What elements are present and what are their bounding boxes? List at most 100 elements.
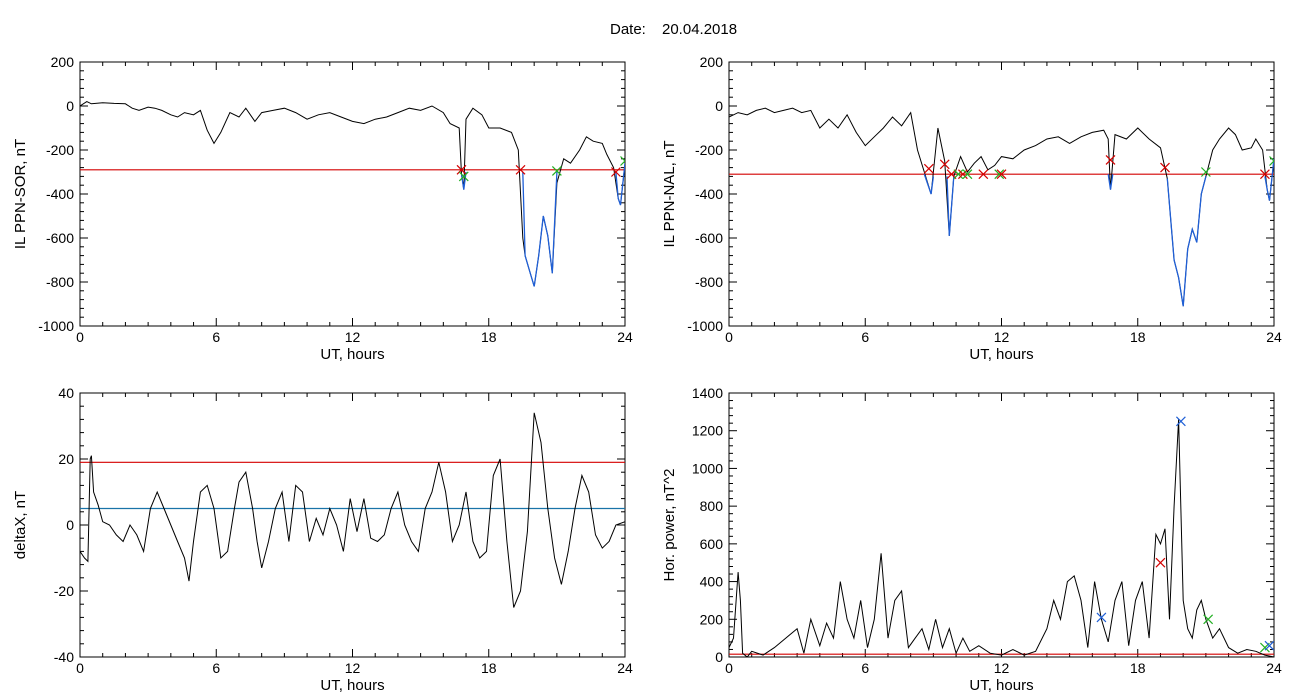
marker-x	[610, 167, 621, 177]
panel-il-ppn-sor: 0 6 12 18 24 200 0 -200 -400 -600 -800 -1000 UT, hou…	[12, 54, 633, 363]
plot-area	[80, 101, 625, 287]
marker-stroke	[1160, 162, 1170, 173]
y-tick-label: 0	[66, 98, 74, 114]
x-tick-label: 6	[861, 660, 869, 676]
marker-stroke	[978, 169, 989, 180]
y-tick-label: 40	[58, 385, 74, 401]
y-tick-label: -200	[46, 142, 74, 158]
plot-frame	[79, 61, 626, 327]
y-axis-label: deltaX, nT	[12, 491, 29, 559]
y-axis-label: IL PPN-NAL, nT	[661, 141, 678, 248]
panel-il-ppn-nal: 0 6 12 18 24 200 0 -200 -400 -600 -800 -1000 UT, hou…	[661, 54, 1282, 363]
series-line	[729, 419, 1274, 657]
marker-stroke	[994, 169, 1005, 180]
marker-stroke	[923, 163, 934, 174]
y-tick-label: 200	[700, 54, 724, 70]
x-tick-label: 24	[1266, 329, 1282, 345]
marker-stroke	[620, 156, 625, 162]
marker-stroke	[458, 171, 469, 182]
marker-stroke	[1269, 156, 1274, 162]
x-tick-label: 12	[345, 329, 361, 345]
marker-stroke	[1096, 612, 1107, 623]
marker-x	[978, 169, 989, 180]
marker-stroke	[1259, 169, 1270, 180]
series-overlay-line	[522, 171, 558, 287]
plot-frame	[79, 392, 626, 658]
series-line	[80, 412, 625, 608]
y-tick-label: 200	[700, 611, 724, 627]
y-tick-label: 1400	[692, 385, 723, 401]
x-axis-label: UT, hours	[320, 677, 384, 694]
x-tick-label: 24	[617, 660, 633, 676]
marker-x	[953, 169, 964, 180]
x-tick-label: 0	[725, 660, 733, 676]
marker-stroke	[620, 160, 625, 166]
marker-stroke	[456, 164, 467, 175]
panel-deltax: 0 6 12 18 24 40 20 0 -20 -40 UT, hours deltaX, nT	[12, 385, 633, 694]
marker-stroke	[515, 164, 526, 175]
y-tick-label: -400	[46, 186, 74, 202]
date-value: 20.04.2018	[662, 21, 737, 38]
marker-stroke	[1105, 154, 1116, 165]
x-tick-label: 6	[212, 329, 220, 345]
y-tick-label: -600	[695, 230, 723, 246]
marker-stroke	[610, 167, 621, 177]
marker-stroke	[996, 169, 1007, 180]
y-tick-label: -200	[695, 142, 723, 158]
series-overlay-line	[946, 176, 955, 236]
series-overlay-line	[1166, 176, 1207, 307]
y-tick-label: -400	[695, 186, 723, 202]
marker-x	[1200, 167, 1211, 177]
x-tick-label: 0	[725, 329, 733, 345]
marker-stroke	[957, 169, 968, 180]
series-overlay-line	[923, 173, 935, 195]
marker-x	[1160, 162, 1170, 173]
y-tick-label: 0	[715, 649, 723, 665]
x-axis-label: UT, hours	[969, 346, 1033, 363]
y-tick-label: 800	[700, 498, 724, 514]
series-overlay-line	[615, 163, 625, 206]
x-tick-label: 0	[76, 660, 84, 676]
x-tick-label: 6	[861, 329, 869, 345]
y-tick-label: 1000	[692, 460, 723, 476]
marker-stroke	[1203, 614, 1214, 625]
marker-x	[1155, 557, 1166, 568]
x-axis-label: UT, hours	[969, 677, 1033, 694]
marker-x	[1175, 416, 1186, 427]
plot-area	[729, 416, 1274, 657]
y-tick-label: 0	[66, 517, 74, 533]
marker-x	[620, 156, 625, 166]
series-overlay-line	[1107, 174, 1114, 190]
y-axis-label: Hor. power, nT^2	[661, 469, 678, 582]
y-tick-label: 20	[58, 451, 74, 467]
x-tick-label: 18	[1130, 660, 1146, 676]
y-tick-label: -800	[695, 274, 723, 290]
marker-x	[456, 164, 467, 175]
marker-stroke	[1264, 640, 1274, 651]
y-axis-label: IL PPN-SOR, nT	[12, 139, 29, 249]
marker-x	[458, 171, 469, 182]
x-tick-label: 12	[345, 660, 361, 676]
series-line	[729, 107, 1274, 307]
marker-x	[939, 159, 950, 170]
marker-x	[1096, 612, 1107, 623]
y-tick-label: -800	[46, 274, 74, 290]
x-tick-label: 6	[212, 660, 220, 676]
marker-stroke	[1200, 167, 1211, 177]
y-tick-label: 600	[700, 536, 724, 552]
y-tick-label: -1000	[38, 318, 74, 334]
marker-x	[994, 169, 1005, 180]
x-tick-label: 12	[994, 329, 1010, 345]
marker-x	[1269, 156, 1274, 166]
y-tick-label: -20	[54, 583, 74, 599]
x-tick-label: 18	[481, 660, 497, 676]
marker-x	[1264, 640, 1274, 651]
marker-stroke	[939, 159, 950, 170]
y-tick-label: 200	[51, 54, 75, 70]
marker-stroke	[551, 165, 562, 176]
x-axis-label: UT, hours	[320, 346, 384, 363]
marker-stroke	[962, 169, 973, 180]
x-tick-label: 0	[76, 329, 84, 345]
panel-hor-power: 0 6 12 18 24 0 200 400 600 800 1000 1200 1400 UT, hou…	[661, 385, 1282, 694]
